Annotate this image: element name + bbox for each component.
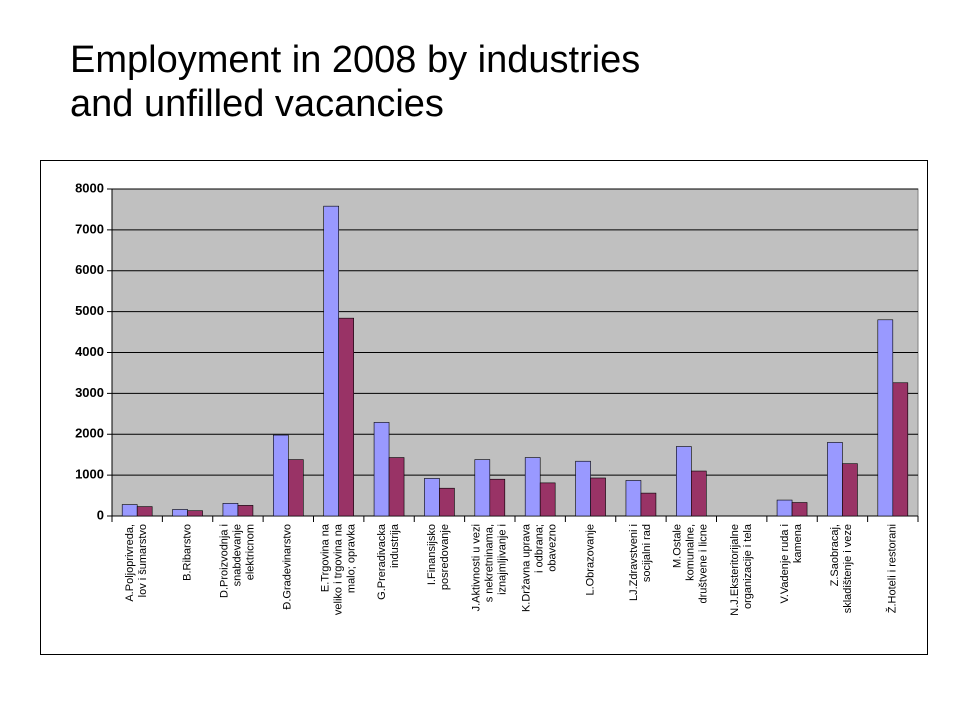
bar [439,487,455,517]
bar [323,205,339,517]
bar [489,478,506,517]
bar [338,317,354,517]
y-tick-label: 8000 [75,180,104,195]
bar [524,457,541,517]
x-tick-label: LJ.Zdravstveni i socijalni rad [627,524,653,602]
bar [222,503,239,517]
x-tick-label: Ž.Hoteli i restorani [886,524,899,614]
y-tick-label: 4000 [75,344,104,359]
bar [172,509,188,517]
bar [237,505,254,517]
x-tick-label: D.Proizvodnja i snabdevanje elektricnom [218,524,257,598]
x-tick-label: B.Ribarstvo [181,524,194,581]
bar [676,446,692,517]
bar [776,499,793,517]
bar [121,504,138,517]
y-tick-label: 2000 [75,426,104,441]
bar [842,463,858,517]
x-tick-label: Z.Saobracaj, skladištenje i veze [829,524,855,614]
chart-frame [40,160,928,655]
chart-title: Employment in 2008 by industries and unf… [70,39,641,125]
y-tick-label: 7000 [75,221,104,236]
x-tick-label: J.Aktivnosti u vezi s nekretninama, izna… [470,524,509,612]
bar [625,480,642,517]
x-tick-label: V.Vadenje ruda i kamena [779,524,805,604]
x-tick-label: E.Trgovina na veliko i trgovina na malo;… [319,524,358,616]
y-tick-label: 6000 [75,262,104,277]
bar [424,478,440,517]
x-tick-label: M.Ostale komunalne, društvene i licne [671,524,710,604]
bar [892,382,909,517]
bar [373,422,390,517]
bar [791,502,808,517]
bar [273,434,289,517]
bar [539,482,556,517]
y-tick-label: 0 [97,507,104,522]
bar [640,492,657,517]
bar [691,470,707,517]
bar [288,459,304,517]
bar [474,459,491,517]
bar [388,457,405,517]
x-tick-label: A.Poljoprivreda, lov i šumarstvo [124,524,150,602]
y-tick-label: 3000 [75,385,104,400]
x-tick-label: K.Državna uprava i odbrana; obavezno [520,524,559,613]
x-tick-label: G.Preradivacka industrija [376,524,402,600]
x-tick-label: L.Obrazovanje [584,524,597,596]
bar [575,460,591,517]
bar [136,506,153,517]
bar [187,510,203,517]
y-tick-label: 1000 [75,467,104,482]
x-tick-label: Ð.Gradevinarstvo [281,524,294,610]
bar [827,442,843,517]
y-tick-label: 5000 [75,303,104,318]
bar [590,477,606,517]
bar [877,319,894,517]
x-tick-label: I.Finansijsko posredovanje [426,524,452,591]
x-tick-label: N.J.Eksteritorijalne organizacije i tela [728,524,754,616]
